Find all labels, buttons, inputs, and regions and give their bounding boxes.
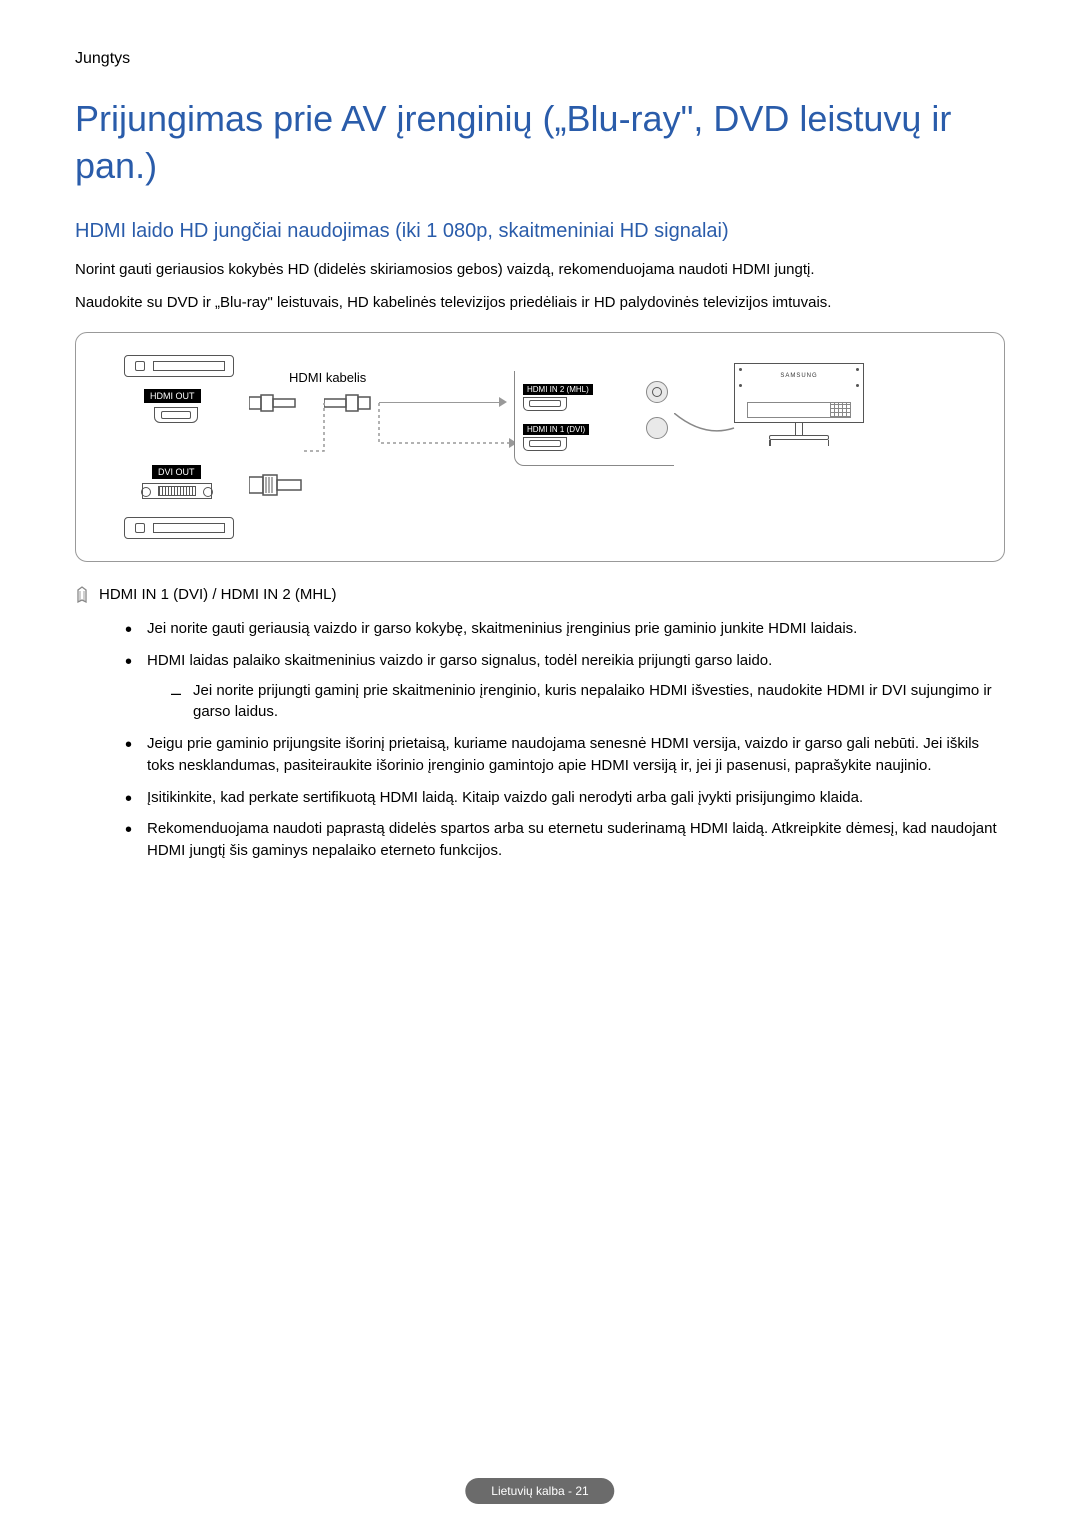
note-header-row: HDMI IN 1 (DVI) / HDMI IN 2 (MHL) <box>75 586 1005 604</box>
dvi-connector-icon <box>249 473 305 497</box>
notes-list: Jei norite gauti geriausią vaizdo ir gar… <box>75 618 1005 862</box>
intro-paragraph-1: Norint gauti geriausios kokybės HD (dide… <box>75 259 1005 281</box>
dvi-out-port-icon <box>142 483 212 499</box>
headphone-jack-icon <box>646 381 668 403</box>
dvi-out-label: DVI OUT <box>152 465 201 479</box>
hdmi-connector-left-icon <box>249 391 299 415</box>
sub-title: HDMI laido HD jungčiai naudojimas (iki 1… <box>75 220 1005 243</box>
cable-label: HDMI kabelis <box>289 370 366 385</box>
arrow-dvi-dashed <box>304 403 519 458</box>
aux-jack-icon <box>646 417 668 439</box>
pencil-icon <box>75 586 89 604</box>
section-label: Jungtys <box>75 50 1005 68</box>
sub-list-item: Jei norite prijungti gaminį prie skaitme… <box>171 680 1005 724</box>
list-item-text: HDMI laidas palaiko skaitmeninius vaizdo… <box>147 652 772 669</box>
source-device-hdmi <box>124 355 234 377</box>
list-item: Įsitikinkite, kad perkate sertifikuotą H… <box>125 787 1005 809</box>
hdmi-in-2-port-icon <box>523 397 567 411</box>
list-item: Rekomenduojama naudoti paprastą didelės … <box>125 818 1005 862</box>
list-item: Jei norite gauti geriausią vaizdo ir gar… <box>125 618 1005 640</box>
note-header-text: HDMI IN 1 (DVI) / HDMI IN 2 (MHL) <box>99 586 337 603</box>
list-item: HDMI laidas palaiko skaitmeninius vaizdo… <box>125 650 1005 723</box>
source-device-dvi <box>124 517 234 539</box>
hdmi-out-port-icon <box>154 407 198 423</box>
intro-paragraph-2: Naudokite su DVD ir „Blu-ray" leistuvais… <box>75 292 1005 314</box>
tv-unit-icon: SAMSUNG <box>734 363 864 446</box>
sub-list: Jei norite prijungti gaminį prie skaitme… <box>147 680 1005 724</box>
hdmi-in-2-label: HDMI IN 2 (MHL) <box>523 384 593 395</box>
hdmi-out-label: HDMI OUT <box>144 389 201 403</box>
connection-diagram: HDMI OUT DVI OUT HDMI kabelis <box>75 332 1005 562</box>
main-title: Prijungimas prie AV įrenginių („Blu-ray"… <box>75 96 1005 190</box>
tv-connection-line-icon <box>674 413 744 443</box>
tv-input-panel: HDMI IN 2 (MHL) HDMI IN 1 (DVI) <box>514 371 674 466</box>
hdmi-in-1-port-icon <box>523 437 567 451</box>
page-footer: Lietuvių kalba - 21 <box>465 1478 614 1504</box>
hdmi-in-1-label: HDMI IN 1 (DVI) <box>523 424 589 435</box>
list-item: Jeigu prie gaminio prijungsite išorinį p… <box>125 733 1005 777</box>
